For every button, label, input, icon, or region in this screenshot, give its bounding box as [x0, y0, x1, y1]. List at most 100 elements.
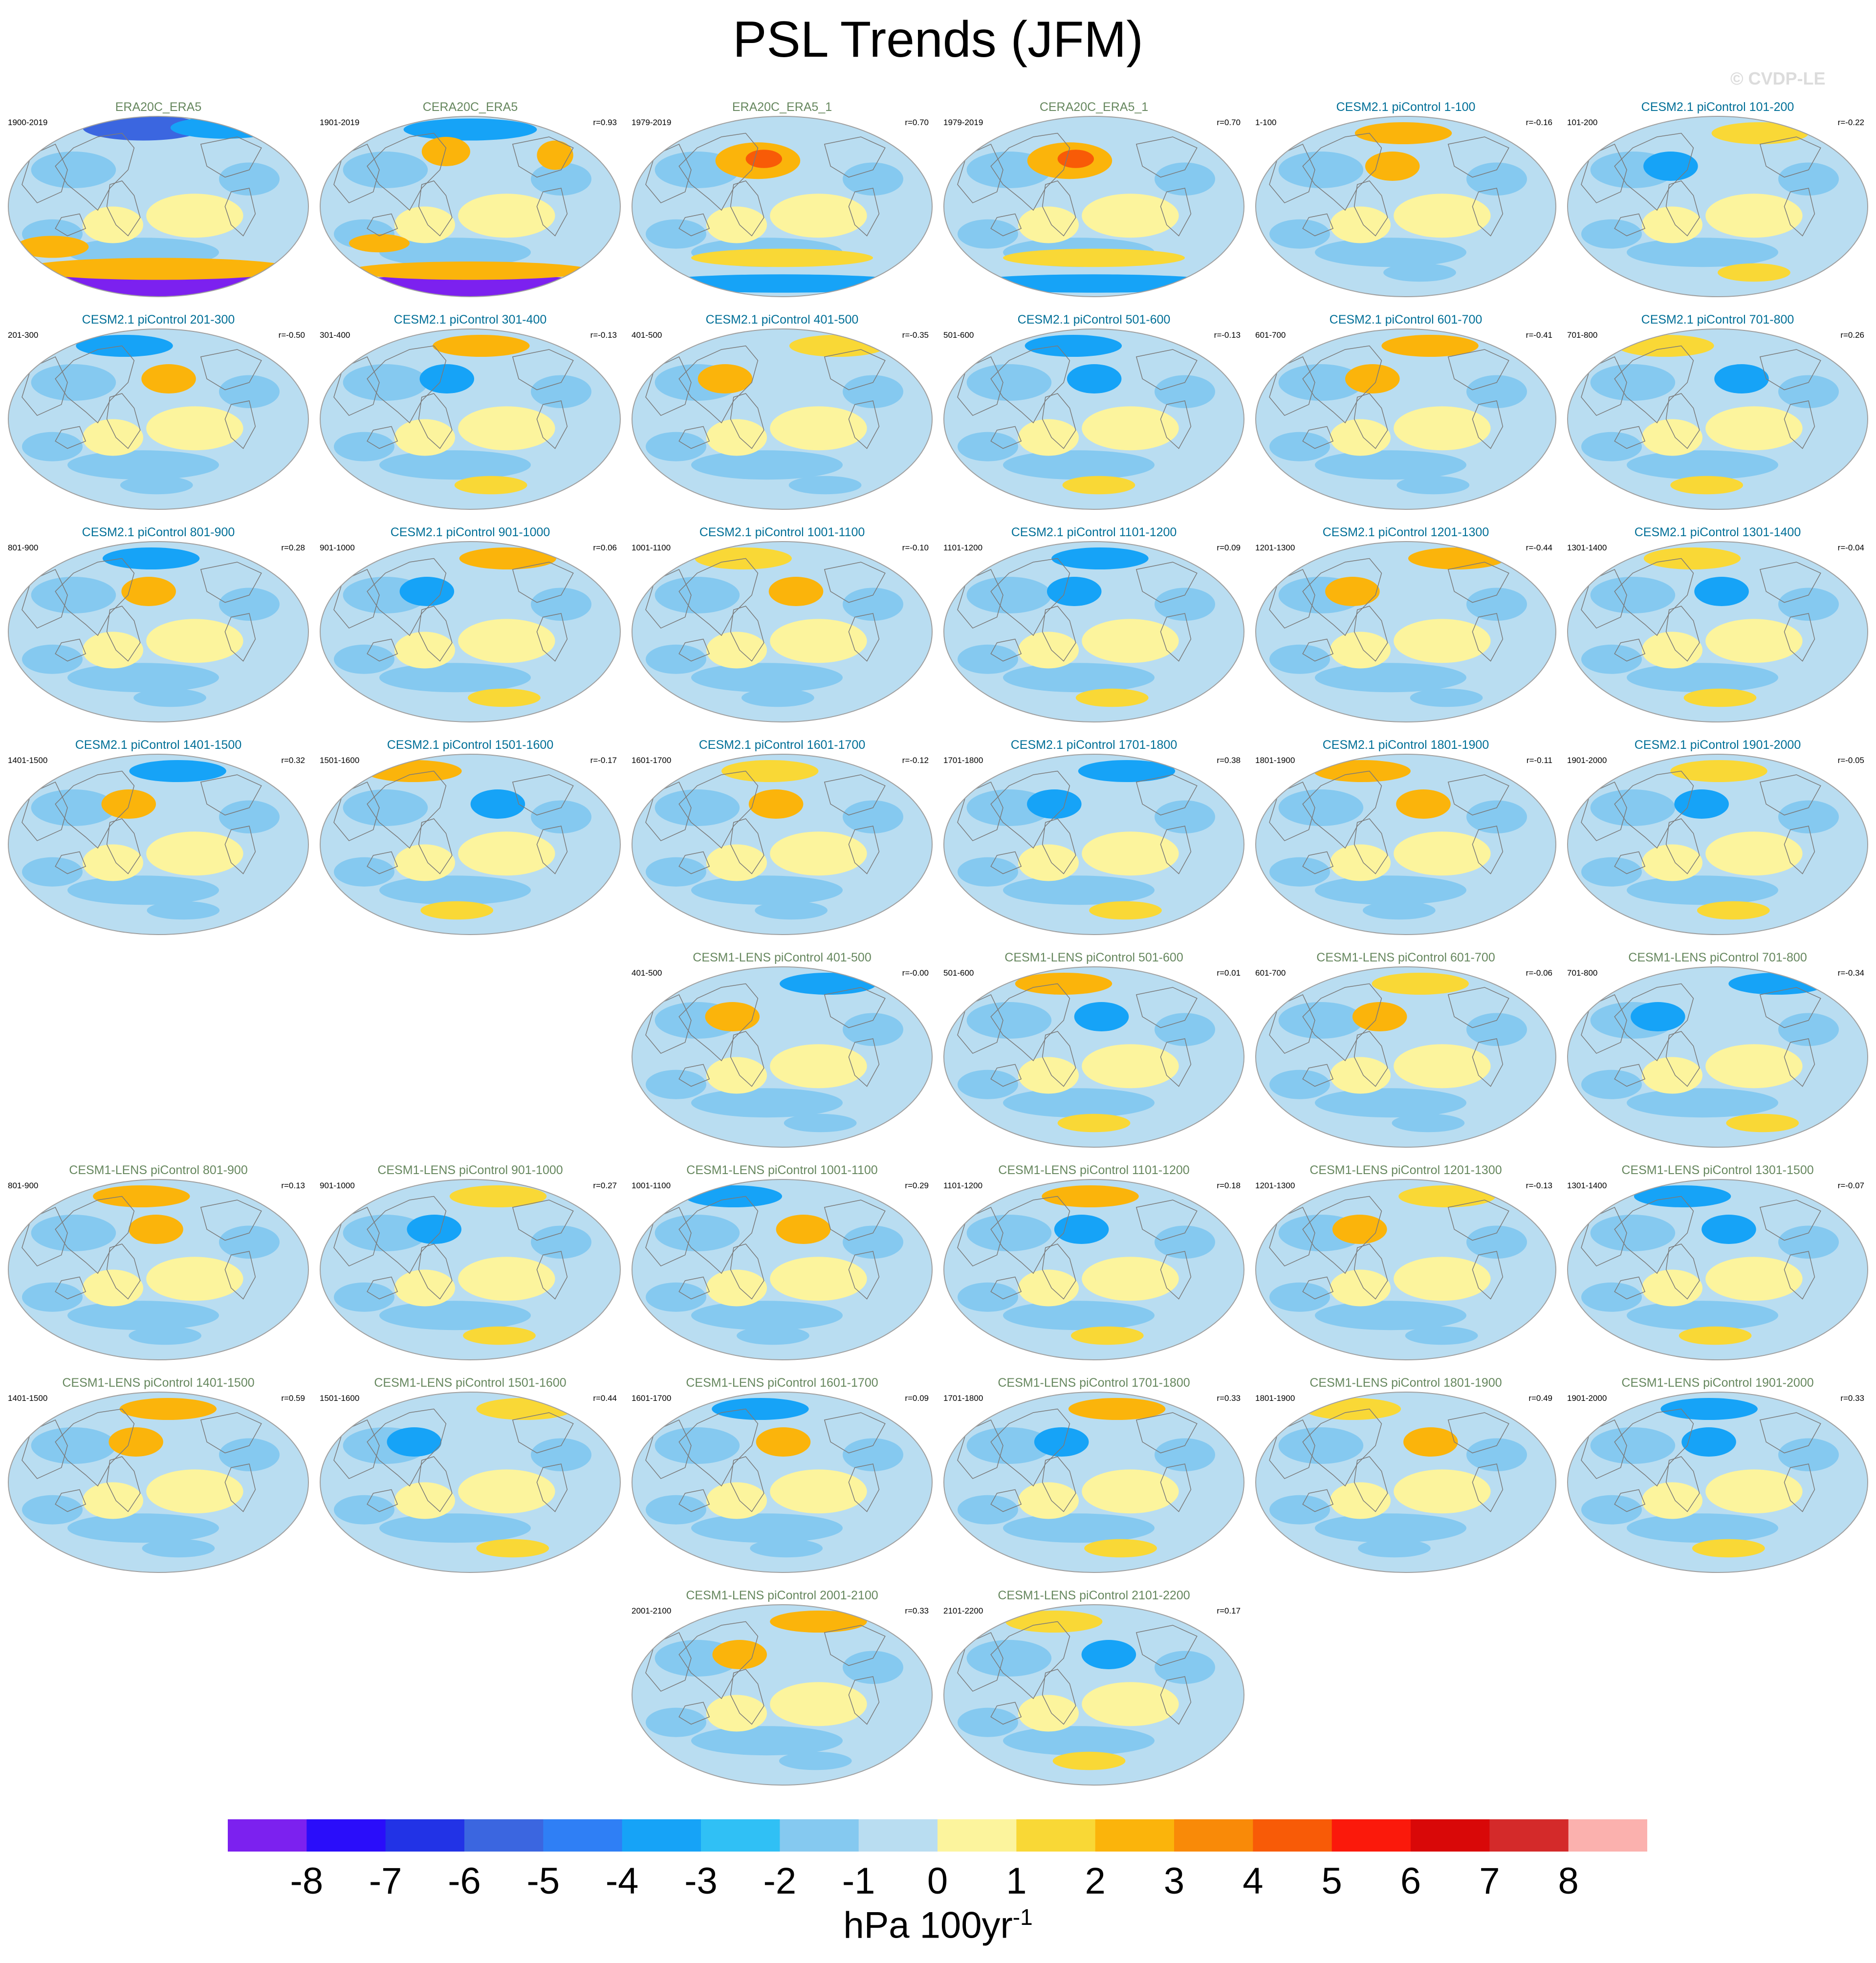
panel-title: ERA20C_ERA5_1 — [732, 100, 832, 114]
panel-correlation: r=-0.16 — [1526, 118, 1552, 127]
trend-contour — [1711, 122, 1809, 144]
trend-contour — [476, 1539, 549, 1558]
coastline — [224, 1463, 256, 1512]
trend-contour — [67, 875, 219, 905]
map-panel: CERA20C_ERA5_1 1979-2019 r=0.70 — [942, 100, 1245, 298]
panel-title: CESM1-LENS piControl 801-900 — [69, 1163, 248, 1177]
panel-years: 2101-2200 — [943, 1606, 983, 1615]
map-panel: CESM2.1 piControl 1401-1500 1401-1500 r=0.… — [7, 738, 310, 936]
coastline — [645, 1632, 692, 1692]
coastline — [1042, 393, 1076, 449]
coastline — [1353, 606, 1388, 662]
map-outline — [320, 328, 621, 510]
panel-years: 1-100 — [1255, 118, 1277, 127]
panel-years: 1101-1200 — [943, 1181, 983, 1190]
trend-contour — [394, 419, 455, 456]
coastline — [224, 188, 256, 237]
map-panel: CERA20C_ERA5 1901-2019 r=0.93 — [319, 100, 622, 298]
coastline — [990, 1701, 1022, 1725]
panel-years: 601-700 — [1255, 968, 1286, 978]
panel-correlation: r=0.28 — [281, 543, 305, 552]
coastline — [645, 569, 692, 629]
panel-map — [632, 1392, 933, 1573]
panel-years: 2001-2100 — [632, 1606, 672, 1615]
trend-contour — [394, 1269, 455, 1307]
trend-contour — [1590, 364, 1676, 401]
trend-contour — [776, 1215, 831, 1244]
coastline — [1269, 569, 1315, 629]
panel-map — [8, 754, 309, 935]
trend-contour — [646, 1069, 706, 1099]
coastline — [645, 782, 692, 841]
trend-contour — [646, 274, 918, 293]
panel-correlation: r=0.26 — [1840, 330, 1864, 340]
trend-contour — [93, 1185, 190, 1207]
map-panel: CESM1-LENS piControl 1801-1900 1801-1900 r… — [1254, 1376, 1557, 1574]
panel-map — [1567, 328, 1868, 510]
trend-contour — [1155, 800, 1215, 833]
panel-title: CESM2.1 piControl 601-700 — [1329, 313, 1483, 327]
trend-contour — [1466, 162, 1527, 196]
trend-contour — [147, 901, 220, 920]
coastline — [367, 638, 398, 662]
coastline — [1042, 606, 1076, 662]
panel-title: CESM1-LENS piControl 1201-1300 — [1309, 1163, 1502, 1177]
colorbar-tick-label: -1 — [842, 1860, 875, 1902]
coastline — [1614, 1064, 1646, 1087]
trend-contour — [458, 194, 555, 238]
trend-contour — [1642, 419, 1702, 456]
map-panel: CESM2.1 piControl 401-500 401-500 r=-0.35 — [631, 313, 934, 511]
trend-contour — [1068, 1398, 1166, 1420]
trend-contour — [170, 116, 280, 139]
panel-correlation: r=0.27 — [593, 1181, 617, 1190]
trend-contour — [654, 577, 740, 613]
panel-map — [1567, 116, 1868, 297]
trend-contour — [1408, 547, 1505, 569]
trend-contour — [1590, 789, 1676, 826]
map-outline — [943, 754, 1244, 935]
map-outline — [632, 1392, 933, 1573]
panel-map — [632, 754, 933, 935]
trend-contour — [1082, 831, 1179, 876]
trend-contour — [958, 1069, 1018, 1099]
trend-contour — [1683, 688, 1757, 707]
trend-contour — [1278, 364, 1364, 401]
map-outline — [943, 966, 1244, 1148]
panel-correlation: r=0.09 — [905, 1394, 929, 1403]
trend-contour — [31, 1427, 116, 1464]
trend-contour — [120, 476, 193, 495]
coastline — [418, 1456, 453, 1512]
trend-contour — [146, 619, 243, 663]
coastline — [55, 1489, 87, 1512]
trend-contour — [966, 1427, 1052, 1464]
trend-contour — [691, 450, 843, 480]
coastline — [55, 851, 87, 874]
trend-contour — [22, 1495, 83, 1525]
colorbar-swatch — [464, 1819, 544, 1852]
trend-contour — [1330, 419, 1391, 456]
panel-correlation: r=-0.04 — [1837, 543, 1864, 552]
coastline — [200, 1412, 262, 1454]
trend-contour — [788, 476, 862, 495]
panel-years: 1401-1500 — [8, 1394, 48, 1403]
coastline — [367, 132, 447, 211]
trend-contour — [1003, 450, 1155, 480]
coastline — [1447, 1200, 1509, 1241]
trend-contour — [22, 644, 83, 674]
map-outline — [1255, 1179, 1556, 1360]
trend-contour — [1581, 432, 1642, 461]
trend-contour — [1269, 1495, 1330, 1525]
panel-map — [1255, 1179, 1556, 1360]
trend-contour — [1025, 335, 1122, 357]
panel-map — [1567, 1392, 1868, 1573]
panel-title: CESM1-LENS piControl 1701-1800 — [998, 1376, 1190, 1390]
coastline — [678, 1276, 710, 1300]
map-outline — [320, 541, 621, 722]
trend-contour — [1332, 1215, 1387, 1244]
map-panel: CESM2.1 piControl 1601-1700 1601-1700 r=-0… — [631, 738, 934, 936]
trend-contour — [1052, 1751, 1126, 1770]
trend-contour — [691, 875, 843, 905]
map-outline — [8, 1179, 309, 1360]
trend-contour — [146, 194, 243, 238]
panel-title: CESM2.1 piControl 801-900 — [82, 525, 235, 539]
